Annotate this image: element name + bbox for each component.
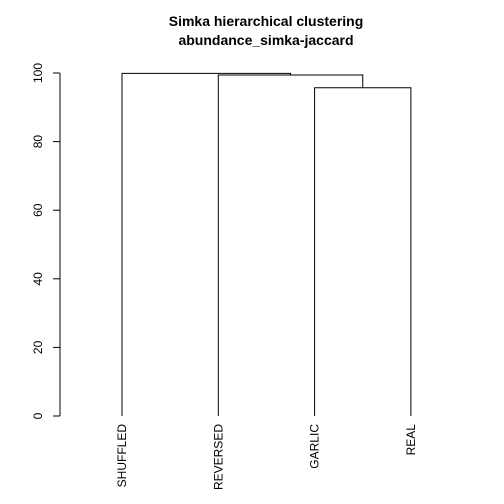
dendrogram-branches: [121, 72, 412, 416]
dendrogram-branch: [217, 74, 364, 416]
dendrogram-branch: [121, 72, 292, 416]
chart-title: Simka hierarchical clustering: [169, 13, 364, 29]
y-tick-label: 60: [31, 203, 45, 217]
leaf-label: GARLIC: [308, 424, 322, 469]
y-tick-label: 80: [31, 135, 45, 149]
y-tick-label: 40: [31, 272, 45, 286]
y-tick-label: 0: [31, 412, 45, 419]
y-tick-label: 20: [31, 340, 45, 354]
y-axis: 0 20 40 60 80 100: [31, 63, 61, 419]
leaf-labels: SHUFFLED REVERSED GARLIC REAL: [115, 424, 418, 490]
chart-subtitle: abundance_simka-jaccard: [178, 32, 353, 48]
dendrogram-branch: [314, 87, 412, 416]
y-tick-label: 100: [31, 63, 45, 83]
leaf-label: SHUFFLED: [115, 424, 129, 488]
leaf-label: REAL: [404, 424, 418, 456]
leaf-label: REVERSED: [211, 424, 225, 490]
